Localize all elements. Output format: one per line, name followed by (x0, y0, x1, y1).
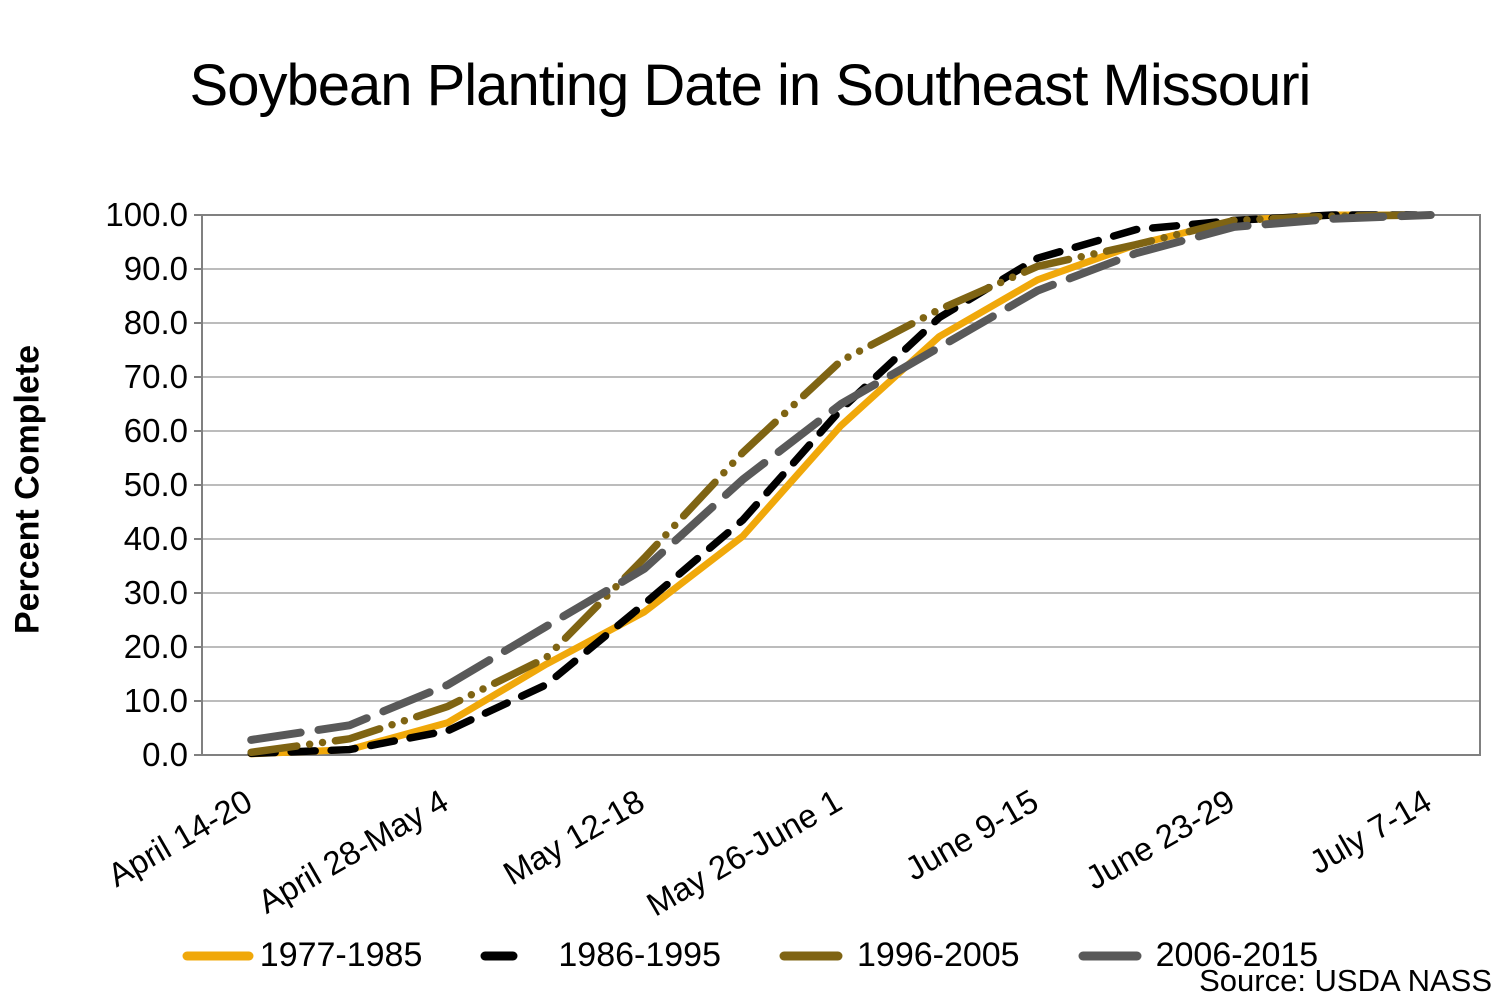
y-tick-label: 20.0 (123, 628, 188, 665)
legend-item-1986-1995: 1986-1995 (480, 936, 721, 975)
legend-item-1977-1985: 1977-1985 (182, 936, 423, 975)
legend-key-line (779, 951, 851, 960)
y-tick-label: 50.0 (123, 466, 188, 503)
y-tick-label: 100.0 (105, 196, 188, 233)
source-note: Source: USDA NASS (1199, 963, 1492, 998)
legend-label: 1977-1985 (259, 936, 423, 974)
series-line-1986-1995 (247, 211, 1435, 758)
legend-key-line (1078, 951, 1150, 960)
y-tick-label: 0.0 (142, 736, 188, 773)
y-tick-label: 80.0 (123, 304, 188, 341)
chart-title: Soybean Planting Date in Southeast Misso… (189, 53, 1312, 118)
legend-label: 1996-2005 (857, 936, 1020, 974)
legend-item-2006-2015: 2006-2015 (1078, 936, 1319, 975)
legend-key-line (480, 951, 552, 960)
series-line-2006-2015 (247, 211, 1435, 744)
y-tick-label: 90.0 (123, 250, 188, 287)
y-tick-label: 10.0 (123, 682, 188, 719)
legend-label: 2006-2015 (1155, 936, 1319, 974)
legend-label: 1986-1995 (558, 936, 721, 974)
legend: 1977-1985 1986-1995 1996-2005 2006-2015 (0, 936, 1500, 975)
y-tick-label: 40.0 (123, 520, 188, 557)
plot-border (201, 214, 1481, 756)
y-tick-label: 60.0 (123, 412, 188, 449)
y-tick-label: 30.0 (123, 574, 188, 611)
legend-key-line (182, 951, 254, 960)
y-tick-label: 70.0 (123, 358, 188, 395)
legend-item-1996-2005: 1996-2005 (779, 936, 1020, 975)
series-line-1996-2005 (247, 211, 1435, 757)
